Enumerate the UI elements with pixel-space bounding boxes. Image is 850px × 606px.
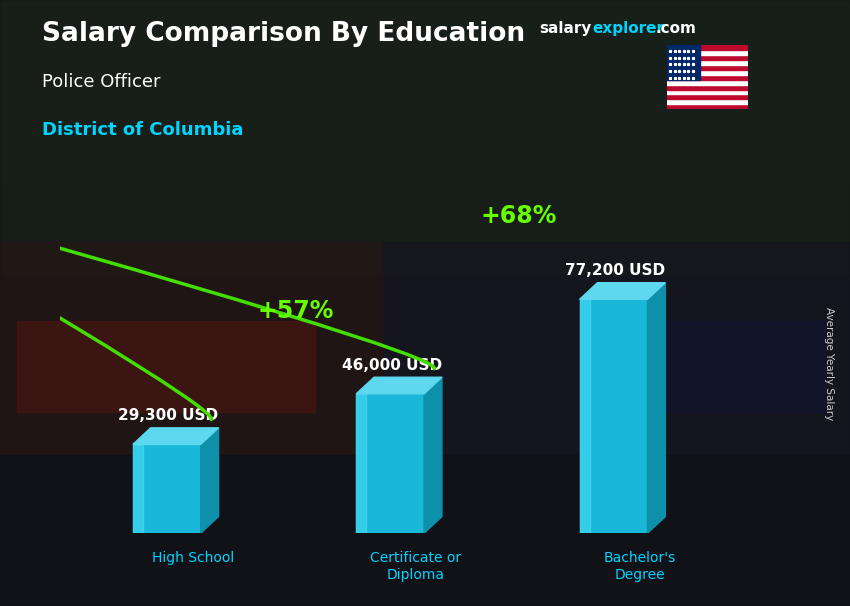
- Bar: [0, 454, 850, 606]
- Polygon shape: [580, 282, 666, 299]
- Bar: [17, 321, 314, 412]
- Text: +68%: +68%: [480, 204, 557, 228]
- Bar: [667, 70, 748, 75]
- Bar: [133, 445, 201, 533]
- Bar: [667, 104, 748, 109]
- Text: Police Officer: Police Officer: [42, 73, 161, 91]
- Bar: [667, 80, 748, 85]
- Bar: [0, 242, 382, 454]
- Text: High School: High School: [151, 551, 234, 565]
- Text: .com: .com: [655, 21, 696, 36]
- Bar: [667, 95, 748, 99]
- Bar: [667, 50, 748, 55]
- Bar: [425, 0, 850, 182]
- Bar: [612, 321, 824, 412]
- Bar: [667, 85, 748, 90]
- Text: District of Columbia: District of Columbia: [42, 121, 244, 139]
- Bar: [580, 299, 648, 533]
- Bar: [0, 0, 425, 182]
- Text: 29,300 USD: 29,300 USD: [118, 408, 218, 423]
- Bar: [667, 45, 748, 50]
- Text: explorer: explorer: [592, 21, 665, 36]
- Text: Average Yearly Salary: Average Yearly Salary: [824, 307, 834, 420]
- Bar: [580, 299, 590, 533]
- Text: salary: salary: [540, 21, 592, 36]
- Bar: [667, 90, 748, 95]
- FancyArrowPatch shape: [0, 0, 434, 368]
- Polygon shape: [201, 428, 218, 533]
- Text: Salary Comparison By Education: Salary Comparison By Education: [42, 21, 525, 47]
- Bar: [0, 0, 850, 273]
- Bar: [133, 445, 143, 533]
- Text: Certificate or
Diploma: Certificate or Diploma: [371, 551, 462, 582]
- Bar: [667, 99, 748, 104]
- Bar: [356, 394, 424, 533]
- Polygon shape: [133, 428, 218, 445]
- Bar: [667, 55, 748, 60]
- Text: 46,000 USD: 46,000 USD: [342, 358, 442, 373]
- Text: Bachelor's
Degree: Bachelor's Degree: [604, 551, 676, 582]
- Bar: [667, 45, 700, 80]
- Polygon shape: [648, 282, 666, 533]
- Polygon shape: [356, 377, 442, 394]
- Text: +57%: +57%: [258, 299, 333, 322]
- Bar: [382, 242, 850, 454]
- Polygon shape: [424, 377, 442, 533]
- Bar: [667, 75, 748, 80]
- FancyArrowPatch shape: [0, 0, 212, 419]
- Bar: [667, 65, 748, 70]
- Bar: [356, 394, 366, 533]
- Bar: [667, 60, 748, 65]
- Text: 77,200 USD: 77,200 USD: [565, 263, 666, 278]
